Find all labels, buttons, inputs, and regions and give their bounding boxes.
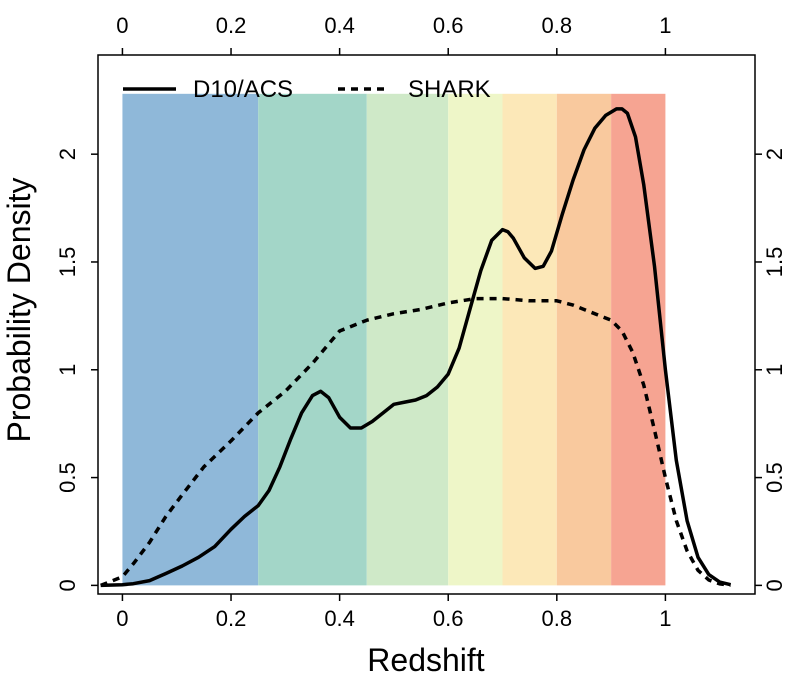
y-tick-label: 0 bbox=[55, 579, 80, 591]
x-tick-label: 1 bbox=[659, 606, 671, 631]
redshift-bands bbox=[122, 93, 666, 586]
x-top-tick-label: 0.2 bbox=[216, 13, 247, 38]
band-3 bbox=[448, 93, 503, 586]
band-2 bbox=[366, 93, 449, 586]
band-0 bbox=[122, 93, 259, 586]
band-4 bbox=[502, 93, 557, 586]
x-tick-label: 0.2 bbox=[216, 606, 247, 631]
y-right-tick-label: 1.5 bbox=[762, 247, 787, 278]
x-tick-label: 0.4 bbox=[324, 606, 355, 631]
y-right-tick-label: 0 bbox=[762, 579, 787, 591]
y-tick-label: 0.5 bbox=[55, 462, 80, 493]
y-right-tick-label: 1 bbox=[762, 364, 787, 376]
x-tick-label: 0 bbox=[116, 606, 128, 631]
y-right-tick-label: 2 bbox=[762, 148, 787, 160]
legend-label-d10-acs: D10/ACS bbox=[193, 76, 293, 103]
x-axis-bottom: 0 0.2 0.4 0.6 0.8 1 bbox=[116, 594, 672, 631]
y-tick-label: 2 bbox=[55, 148, 80, 160]
y-axis-right: 0 0.5 1 1.5 2 bbox=[755, 148, 787, 592]
x-top-tick-label: 0.8 bbox=[542, 13, 573, 38]
density-curves bbox=[100, 107, 732, 588]
band-6 bbox=[611, 93, 666, 586]
plot-frame bbox=[97, 54, 756, 595]
x-tick-label: 0.6 bbox=[433, 606, 464, 631]
band-5 bbox=[556, 93, 612, 586]
x-axis-title: Redshift bbox=[367, 642, 485, 678]
x-top-tick-label: 1 bbox=[659, 13, 671, 38]
legend: D10/ACS SHARK bbox=[123, 76, 491, 103]
x-top-tick-label: 0 bbox=[116, 13, 128, 38]
x-top-tick-label: 0.6 bbox=[433, 13, 464, 38]
series-line-d10-acs bbox=[100, 107, 732, 588]
x-tick-label: 0.8 bbox=[542, 606, 573, 631]
x-axis-top: 0 0.2 0.4 0.6 0.8 1 bbox=[116, 13, 672, 55]
legend-label-shark: SHARK bbox=[408, 76, 491, 103]
band-1 bbox=[258, 93, 367, 586]
x-top-tick-label: 0.4 bbox=[324, 13, 355, 38]
y-axis-title: Probability Density bbox=[1, 178, 37, 443]
series-line-shark bbox=[100, 296, 731, 588]
y-tick-label: 1 bbox=[55, 364, 80, 376]
y-tick-label: 1.5 bbox=[55, 247, 80, 278]
y-axis-left: 0 0.5 1 1.5 2 bbox=[55, 148, 98, 592]
y-right-tick-label: 0.5 bbox=[762, 462, 787, 493]
